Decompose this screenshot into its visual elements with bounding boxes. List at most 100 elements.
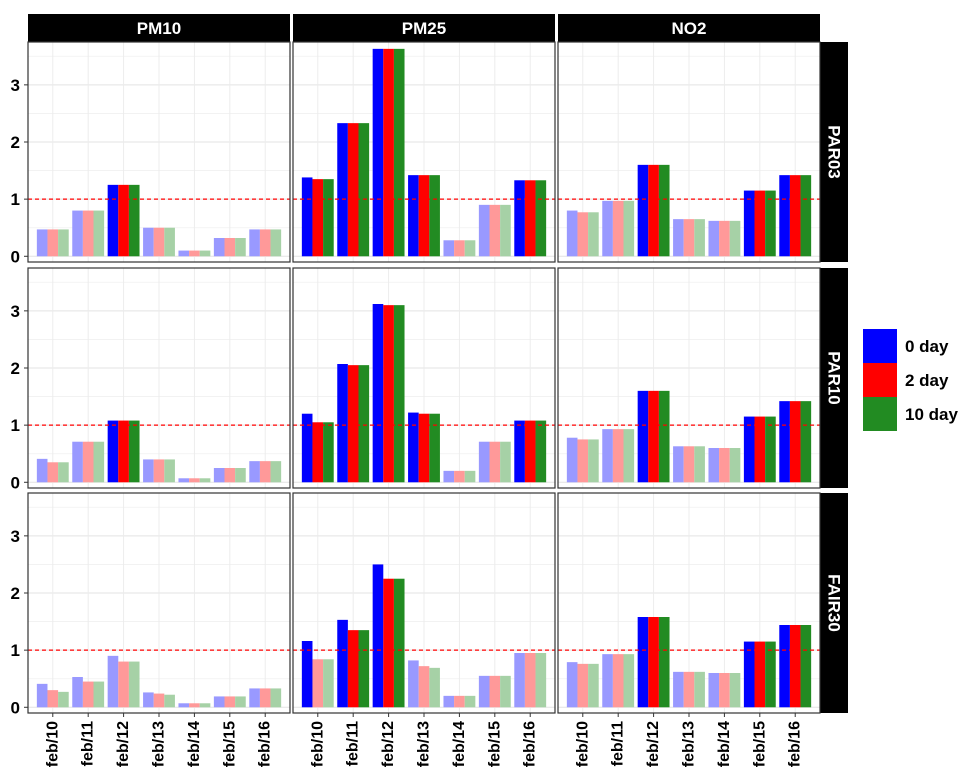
bar	[143, 459, 154, 483]
bar	[372, 48, 384, 257]
bar	[719, 448, 730, 483]
bar	[418, 413, 430, 483]
bar	[270, 688, 282, 708]
bar	[779, 175, 790, 257]
bar	[478, 204, 490, 257]
bar	[72, 441, 83, 483]
bar	[464, 695, 476, 708]
bar	[224, 468, 236, 483]
bar	[372, 564, 384, 708]
bar	[164, 227, 175, 257]
x-tick-label: feb/11	[345, 721, 362, 766]
bar	[337, 364, 348, 483]
bar	[489, 441, 501, 483]
bar	[694, 219, 705, 257]
bar	[153, 459, 165, 483]
bar	[301, 641, 313, 708]
column-header-label: PM25	[402, 19, 446, 38]
bar	[743, 190, 755, 257]
bar	[383, 48, 394, 257]
bar	[577, 439, 589, 483]
y-tick-label: 3	[11, 302, 20, 321]
bar	[58, 691, 69, 708]
x-tick-label: feb/15	[751, 721, 768, 767]
bar	[729, 448, 741, 483]
x-tick-label: feb/12	[115, 721, 132, 767]
bar	[500, 441, 511, 483]
bar	[408, 660, 419, 708]
bar	[128, 420, 140, 483]
y-tick-label: 3	[11, 76, 20, 95]
x-tick-label: feb/10	[309, 721, 326, 767]
bar	[514, 180, 525, 257]
bar	[658, 164, 670, 257]
y-tick-label: 2	[11, 359, 20, 378]
y-tick-label: 2	[11, 133, 20, 152]
bar	[270, 461, 282, 483]
bar	[312, 179, 324, 257]
bar	[47, 229, 59, 257]
bar	[82, 681, 94, 708]
x-tick-label: feb/14	[451, 721, 468, 767]
bar	[118, 661, 129, 708]
x-tick-label: feb/15	[221, 721, 238, 767]
bar	[72, 677, 83, 708]
bar	[673, 671, 684, 708]
bar	[178, 250, 190, 257]
bar	[107, 655, 119, 708]
bar	[118, 184, 129, 257]
row-strip-fair30	[820, 493, 848, 713]
bar	[213, 696, 225, 708]
bar	[800, 175, 812, 257]
row-strip-label: PAR10	[825, 351, 844, 405]
bar	[224, 696, 236, 708]
bar	[500, 204, 511, 257]
bar	[729, 673, 741, 708]
x-tick-label: feb/16	[522, 721, 539, 767]
x-tick-label: feb/10	[44, 721, 61, 767]
bar	[199, 478, 211, 483]
bar	[164, 459, 175, 483]
bar	[58, 462, 69, 483]
bar	[36, 229, 48, 257]
bar	[789, 401, 801, 483]
bar	[259, 229, 271, 257]
bar	[765, 641, 776, 708]
bar	[454, 470, 465, 483]
x-tick-label: feb/13	[151, 721, 168, 767]
bar	[383, 578, 394, 708]
bar	[249, 461, 260, 483]
legend-key-0-day	[863, 329, 897, 363]
bar	[393, 578, 405, 708]
y-tick-label: 0	[11, 698, 20, 717]
bar	[107, 184, 119, 257]
row-strip-label: PAR03	[825, 125, 844, 179]
bar	[118, 420, 129, 483]
bar	[588, 212, 599, 257]
bar	[754, 416, 766, 483]
bar	[107, 420, 119, 483]
bar	[347, 630, 359, 708]
bar	[259, 461, 271, 483]
column-header-pm25	[293, 14, 555, 42]
bar	[153, 227, 165, 257]
legend-key-2-day	[863, 363, 897, 397]
panel-border	[557, 267, 821, 489]
bar	[93, 681, 105, 708]
bar	[235, 468, 246, 483]
bar	[393, 305, 405, 483]
bar	[779, 401, 790, 483]
bar	[694, 671, 705, 708]
bar	[800, 625, 812, 708]
bar	[454, 695, 465, 708]
bar	[93, 210, 105, 257]
bar	[743, 416, 755, 483]
bar	[323, 179, 334, 257]
row-strip-label: FAIR30	[825, 574, 844, 632]
bar	[323, 422, 334, 483]
bar	[743, 641, 755, 708]
bar	[128, 184, 140, 257]
bar	[429, 175, 440, 257]
bar	[429, 667, 440, 708]
